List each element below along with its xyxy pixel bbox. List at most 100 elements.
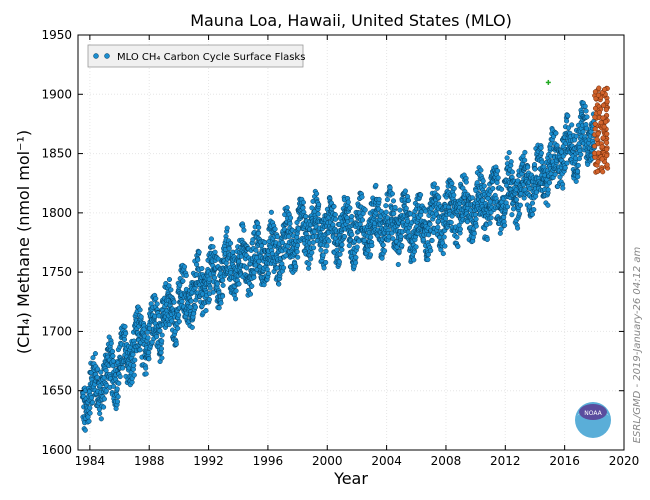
flask-point [562, 165, 568, 171]
flask-point [315, 211, 321, 217]
preliminary-point [592, 114, 598, 120]
flask-point [300, 199, 306, 205]
flask-point [300, 205, 306, 211]
flask-point [353, 260, 359, 266]
flask-point [473, 216, 479, 222]
flask-point [522, 157, 528, 163]
flask-point [268, 209, 274, 215]
preliminary-point [592, 89, 598, 95]
flask-point [575, 162, 581, 168]
x-tick-label: 2008 [431, 454, 462, 468]
flask-point [255, 220, 261, 226]
preliminary-point [600, 169, 606, 175]
flask-point [143, 365, 149, 371]
flask-point [122, 324, 128, 330]
flask-point [295, 254, 301, 260]
flask-point [110, 383, 116, 389]
flask-point [418, 192, 424, 198]
preliminary-point [599, 144, 605, 150]
flask-point [362, 207, 368, 213]
flask-point [389, 191, 395, 197]
flask-point [395, 261, 401, 268]
preliminary-point [599, 156, 605, 162]
y-tick-label: 1900 [41, 87, 72, 101]
flask-point [143, 371, 149, 377]
flask-point [233, 296, 239, 302]
preliminary-point [604, 131, 610, 137]
flask-point [575, 168, 581, 174]
flask-point [294, 242, 301, 248]
flask-point [383, 203, 389, 209]
flask-point [109, 348, 116, 354]
flask-point [386, 234, 392, 240]
flask-point [154, 301, 160, 307]
flask-point [318, 247, 324, 253]
preliminary-point [591, 150, 598, 156]
flask-point [183, 272, 189, 279]
flask-point [195, 257, 201, 263]
x-tick-label: 2016 [549, 454, 580, 468]
flask-point [405, 197, 411, 203]
flask-point [86, 418, 92, 424]
flask-point [159, 332, 165, 338]
flask-point [538, 145, 544, 151]
flask-point [244, 265, 250, 271]
flask-point [553, 130, 559, 136]
legend: MLO CH₄ Carbon Cycle Surface Flasks [87, 44, 305, 68]
flask-point [484, 236, 490, 243]
y-tick-label: 1750 [41, 265, 72, 279]
flask-point [189, 324, 195, 330]
flask-point [208, 236, 214, 242]
flask-point [226, 246, 232, 252]
flask-point [284, 205, 290, 211]
flask-point [87, 410, 93, 416]
flask-point [146, 356, 152, 362]
flask-point [481, 183, 487, 189]
flask-point [339, 247, 345, 253]
flask-point [569, 122, 575, 128]
flask-point [249, 283, 255, 289]
flask-point [546, 180, 553, 186]
flask-point [108, 340, 114, 346]
flask-point [449, 180, 455, 186]
x-axis-label: Year [333, 469, 368, 488]
y-tick-label: 1600 [41, 443, 72, 457]
flask-point [253, 247, 259, 253]
flask-point [323, 259, 329, 266]
flask-point [218, 300, 224, 306]
flask-point [207, 285, 213, 291]
flask-point [506, 150, 512, 156]
x-tick-label: 1996 [253, 454, 284, 468]
flask-point [457, 226, 463, 232]
preliminary-point [595, 159, 601, 165]
chart-title: Mauna Loa, Hawaii, United States (MLO) [190, 11, 512, 30]
flask-point [98, 369, 104, 375]
flask-point [120, 365, 126, 371]
flask-point [522, 149, 528, 155]
flask-point [336, 259, 342, 265]
flask-point [247, 291, 254, 297]
preliminary-point [592, 121, 598, 127]
y-tick-label: 1700 [41, 324, 72, 338]
flask-point [95, 366, 101, 372]
flask-point [545, 202, 551, 208]
flask-point [564, 160, 570, 166]
flask-point [564, 118, 570, 124]
flask-point [387, 185, 393, 191]
preliminary-point [595, 131, 601, 137]
flask-point [90, 355, 96, 361]
flask-point [206, 276, 212, 282]
flask-point [390, 198, 397, 204]
flask-point [473, 223, 479, 229]
flask-point [539, 159, 545, 165]
flask-point [347, 205, 353, 211]
preliminary-point [594, 136, 600, 142]
preliminary-point [604, 99, 610, 105]
flask-point [490, 185, 496, 192]
flask-point [303, 213, 309, 219]
flask-point [463, 179, 469, 185]
flask-point [509, 169, 515, 175]
flask-point [137, 347, 143, 353]
flask-point [531, 207, 537, 213]
flask-point [398, 233, 404, 239]
